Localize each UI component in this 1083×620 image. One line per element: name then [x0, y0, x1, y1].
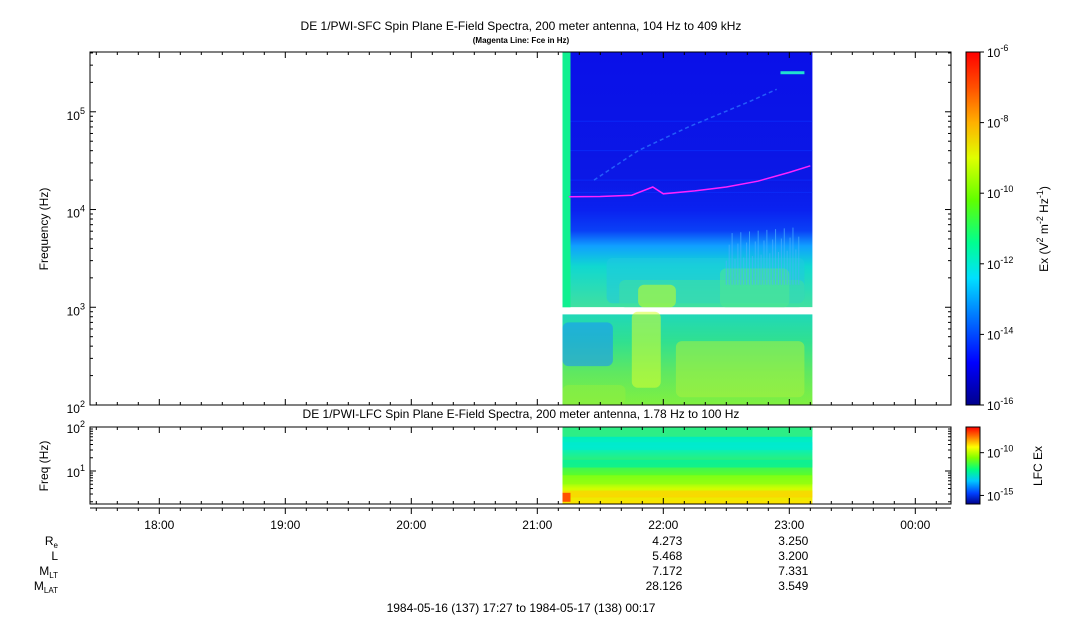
lfc-colorbar-tick-label: 10-10: [987, 444, 1013, 461]
sfc-y-tick-label: 105: [67, 106, 85, 123]
sfc-y-axis-ticks: 102 103 104 105: [67, 52, 951, 416]
sfc-vertical-streaks: [725, 227, 800, 285]
sfc-colorbar-gradient: [965, 51, 981, 406]
sfc-colorbar-tick-label: 10-8: [987, 114, 1008, 131]
lfc-spectrogram-panel: 101 102 Freq (Hz): [37, 419, 952, 505]
time-tick-label: 18:00: [144, 518, 174, 532]
sfc-plot-frame: [89, 51, 952, 406]
ephemeris-value: 7.331: [778, 564, 808, 578]
lfc-colorbar-label: LFC Ex: [1031, 446, 1045, 486]
sfc-plot-area: [90, 52, 951, 405]
sfc-emission-patch: [638, 284, 676, 308]
ephemeris-row-label: L: [51, 549, 58, 563]
lfc-colorbar-gradient: [965, 426, 981, 505]
time-axis: 18:00 19:00 20:00 21:00 22:00 23:00 00:00: [90, 52, 951, 532]
lfc-y-tick-label: 102: [67, 419, 85, 436]
lfc-band: [562, 475, 813, 485]
ephemeris-row-label: MLAT: [34, 579, 58, 595]
upper-panel-title: DE 1/PWI-SFC Spin Plane E-Field Spectra,…: [301, 19, 742, 33]
lfc-colorbar: 10-15 10-10 LFC Ex: [965, 426, 1045, 505]
ephemeris-value: 3.200: [778, 549, 808, 563]
sfc-colorbar-tick-label: 10-12: [987, 255, 1013, 272]
ephemeris-row-label: Re: [45, 534, 59, 550]
sfc-colorbar-tick-label: 10-16: [987, 396, 1013, 413]
ephemeris-value: 4.273: [652, 534, 682, 548]
lfc-band: [562, 427, 813, 437]
lfc-frequency-bands: [562, 427, 813, 498]
sfc-emission-features: [562, 71, 813, 405]
sfc-rising-tone: [593, 88, 778, 181]
sfc-leading-edge-strip: [562, 52, 571, 308]
ephemeris-value: 28.126: [646, 579, 683, 593]
ephemeris-value: 5.468: [652, 549, 682, 563]
lfc-spectrogram-image: [562, 427, 813, 504]
sfc-emission-patch: [720, 268, 790, 308]
lfc-plot-area: [90, 427, 951, 504]
sfc-colorbar-label: Ex (V2 m-2 Hz-1): [1035, 186, 1051, 272]
sfc-spectrogram-image: [561, 52, 814, 405]
lfc-colorbar-ticks: 10-15 10-10: [980, 444, 1013, 503]
lfc-band: [562, 442, 813, 451]
ephemeris-row-label: MLT: [39, 564, 58, 580]
sfc-emission-patch: [562, 322, 613, 367]
sfc-spectrogram-panel: 102 103 104 105 Frequency (Hz): [37, 51, 952, 416]
sfc-colorbar-ticks: 10-16 10-14 10-12 10-10 10-8 10-6: [980, 43, 1013, 413]
lfc-y-tick-label: 101: [67, 463, 85, 480]
lfc-y-axis-label: Freq (Hz): [37, 441, 51, 492]
time-tick-label: 00:00: [900, 518, 930, 532]
sfc-emission-patch: [675, 341, 805, 398]
sfc-y-tick-label: 103: [67, 301, 85, 318]
time-axis-ticks: 18:00 19:00 20:00 21:00 22:00 23:00 00:00: [95, 52, 937, 532]
sfc-y-tick-label: 102: [67, 399, 85, 416]
time-range-footer: 1984-05-16 (137) 17:27 to 1984-05-17 (13…: [387, 601, 656, 615]
sfc-y-axis-label: Frequency (Hz): [37, 188, 51, 271]
sfc-y-tick-label: 104: [67, 204, 85, 221]
time-tick-label: 21:00: [522, 518, 552, 532]
time-tick-label: 22:00: [648, 518, 678, 532]
time-tick-label: 23:00: [774, 518, 804, 532]
fce-magenta-line: [568, 165, 811, 198]
lfc-hot-spot: [562, 492, 571, 502]
ephemeris-value: 7.172: [652, 564, 682, 578]
time-tick-label: 19:00: [270, 518, 300, 532]
lfc-colorbar-tick-label: 10-15: [987, 486, 1013, 503]
lfc-band: [562, 459, 813, 468]
lfc-y-axis-ticks: 101 102: [67, 419, 951, 503]
upper-panel-subtitle: (Magenta Line: Fce in Hz): [473, 36, 570, 45]
sfc-colorbar-tick-label: 10-14: [987, 325, 1013, 342]
lfc-band: [562, 490, 813, 498]
sfc-colorbar-tick-label: 10-10: [987, 184, 1013, 201]
lower-panel-title: DE 1/PWI-LFC Spin Plane E-Field Spectra,…: [303, 407, 740, 421]
lfc-plot-frame: [89, 426, 952, 505]
ephemeris-value: 3.250: [778, 534, 808, 548]
time-tick-label: 20:00: [396, 518, 426, 532]
ephemeris-table: Re 4.273 3.250 L 5.468 3.200 MLT 7.172 7.331 MLAT…: [34, 534, 809, 595]
sfc-data-gap: [561, 307, 814, 315]
sfc-colorbar: 10-16 10-14 10-12 10-10 10-8 10-6 Ex (V2 m-2 …: [965, 43, 1051, 413]
sfc-emission-patch: [631, 311, 661, 388]
sfc-emission-patch: [562, 385, 626, 405]
ephemeris-value: 3.549: [778, 579, 808, 593]
sfc-top-marker: [780, 71, 805, 75]
sfc-colorbar-tick-label: 10-6: [987, 43, 1008, 60]
